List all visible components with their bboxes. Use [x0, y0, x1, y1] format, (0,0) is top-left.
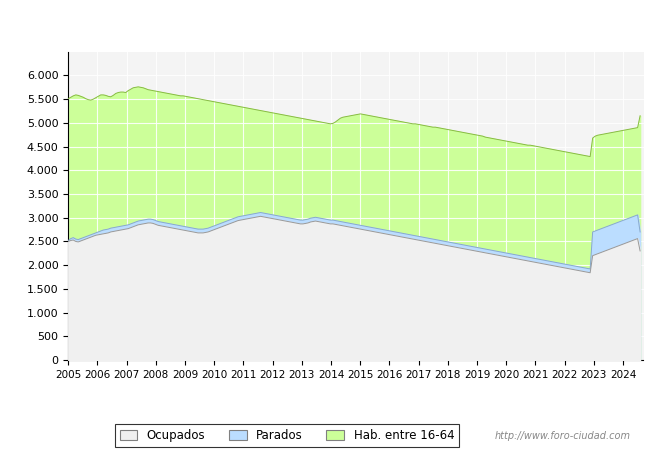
Text: Cabezón de la Sal - Evolucion de la poblacion en edad de Trabajar Agosto de 2024: Cabezón de la Sal - Evolucion de la pobl… [50, 17, 600, 30]
Legend: Ocupados, Parados, Hab. entre 16-64: Ocupados, Parados, Hab. entre 16-64 [115, 424, 459, 446]
Text: foro-ciudad.com: foro-ciudad.com [254, 194, 458, 218]
Text: http://www.foro-ciudad.com: http://www.foro-ciudad.com [495, 431, 630, 441]
